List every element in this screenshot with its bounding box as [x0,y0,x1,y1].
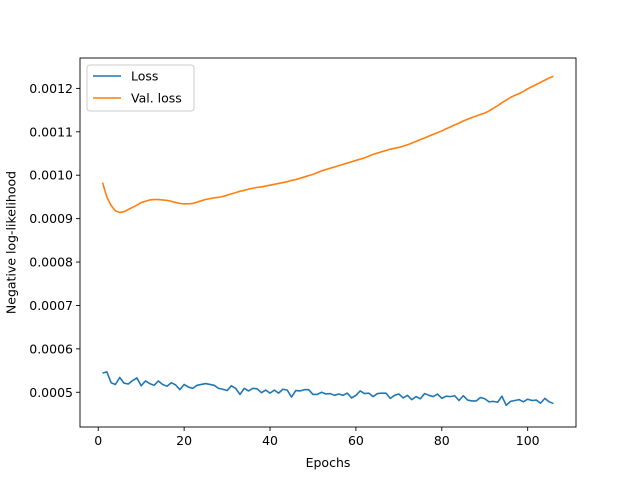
y-tick-label: 0.0010 [29,168,73,183]
y-tick-label: 0.0012 [29,81,73,96]
y-tick-label: 0.0006 [29,341,73,356]
y-tick-label: 0.0005 [29,385,73,400]
x-tick-label: 100 [516,433,540,448]
axes-frame [79,57,577,428]
x-tick-label: 40 [262,433,278,448]
plot-area [80,58,576,427]
plot-background [80,58,576,427]
x-tick-label: 20 [176,433,192,448]
y-axis-title: Negative log-likelihood [4,171,19,314]
y-tick-label: 0.0009 [29,211,73,226]
y-tick-label: 0.0011 [29,124,73,139]
axes-layer: 0 20 40 60 80 100 0.0005 0.0006 0.0007 0.0008 0.00… [29,57,577,448]
x-tick-label: 80 [434,433,450,448]
x-tick-label: 0 [94,433,102,448]
series-line-1 [101,75,554,214]
series-layer [101,75,554,407]
series-line-0 [102,371,554,407]
legend: Loss Val. loss [86,64,195,112]
x-tick-label: 60 [348,433,364,448]
legend-label-1: Val. loss [131,91,182,106]
legend-label-0: Loss [131,69,158,84]
y-tick-label: 0.0007 [29,298,73,313]
y-tick-label: 0.0008 [29,255,73,270]
x-axis-title: Epochs [306,455,351,470]
